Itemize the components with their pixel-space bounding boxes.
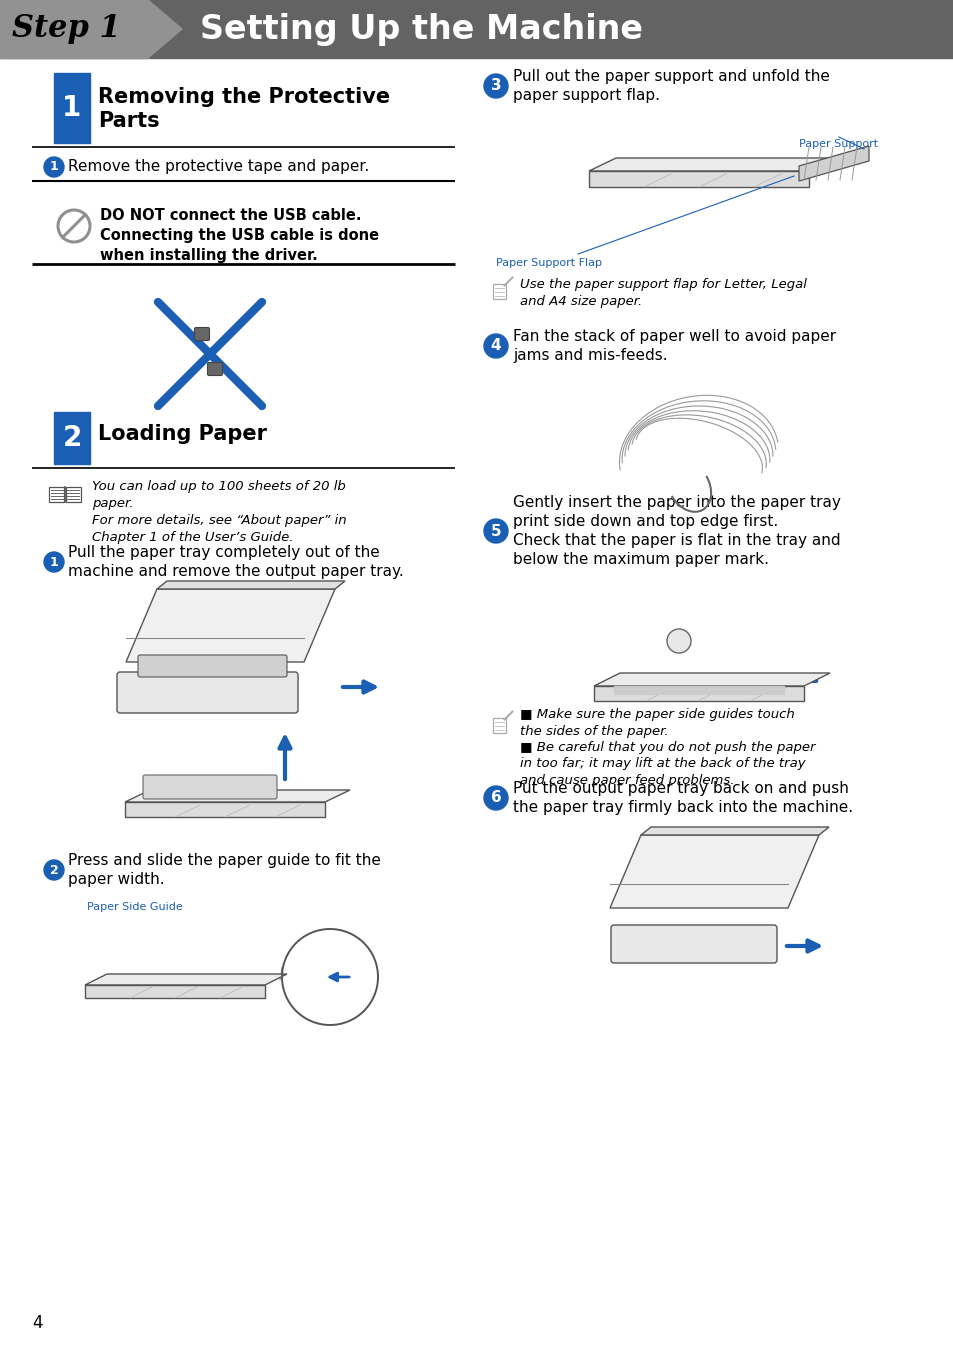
Bar xyxy=(49,486,64,501)
Text: You can load up to 100 sheets of 20 lb
paper.
For more details, see “About paper: You can load up to 100 sheets of 20 lb p… xyxy=(91,480,346,544)
Circle shape xyxy=(44,157,64,177)
FancyBboxPatch shape xyxy=(208,362,222,376)
Polygon shape xyxy=(125,790,350,802)
Polygon shape xyxy=(157,581,345,589)
FancyBboxPatch shape xyxy=(138,655,287,677)
FancyBboxPatch shape xyxy=(117,671,297,713)
Text: Put the output paper tray back on and push
the paper tray firmly back into the m: Put the output paper tray back on and pu… xyxy=(513,781,852,815)
Text: Setting Up the Machine: Setting Up the Machine xyxy=(200,12,642,46)
Bar xyxy=(54,412,90,463)
Text: 3: 3 xyxy=(490,78,500,93)
Text: Press and slide the paper guide to fit the
paper width.: Press and slide the paper guide to fit t… xyxy=(68,852,380,888)
Text: Gently insert the paper into the paper tray
print side down and top edge first.
: Gently insert the paper into the paper t… xyxy=(513,494,840,567)
Polygon shape xyxy=(588,158,835,172)
Polygon shape xyxy=(588,172,808,186)
Text: Pull the paper tray completely out of the
machine and remove the output paper tr: Pull the paper tray completely out of th… xyxy=(68,544,403,580)
Polygon shape xyxy=(799,146,868,181)
Polygon shape xyxy=(85,974,287,985)
Text: Pull out the paper support and unfold the
paper support flap.: Pull out the paper support and unfold th… xyxy=(513,69,829,103)
Text: Paper Support Flap: Paper Support Flap xyxy=(496,258,601,267)
Bar xyxy=(614,690,783,692)
Bar xyxy=(614,692,783,694)
Text: Use the paper support flap for Letter, Legal
and A4 size paper.: Use the paper support flap for Letter, L… xyxy=(519,278,806,308)
Text: 6: 6 xyxy=(490,790,501,805)
Text: 5: 5 xyxy=(490,523,500,539)
Bar xyxy=(493,284,506,299)
Bar xyxy=(54,73,90,143)
Text: 1: 1 xyxy=(50,161,58,173)
Polygon shape xyxy=(594,686,803,701)
FancyBboxPatch shape xyxy=(194,327,210,340)
Polygon shape xyxy=(125,802,325,817)
Text: DO NOT connect the USB cable.
Connecting the USB cable is done
when installing t: DO NOT connect the USB cable. Connecting… xyxy=(100,208,378,262)
Circle shape xyxy=(44,861,64,880)
Circle shape xyxy=(483,74,507,99)
Polygon shape xyxy=(126,589,335,662)
Text: Step 1: Step 1 xyxy=(12,14,121,45)
Circle shape xyxy=(44,553,64,571)
Polygon shape xyxy=(640,827,828,835)
Bar xyxy=(614,686,783,688)
Bar xyxy=(614,688,783,690)
Polygon shape xyxy=(609,835,818,908)
Text: Removing the Protective
Parts: Removing the Protective Parts xyxy=(98,86,390,131)
Text: Remove the protective tape and paper.: Remove the protective tape and paper. xyxy=(68,159,369,174)
Circle shape xyxy=(483,334,507,358)
Text: 2: 2 xyxy=(62,424,82,453)
Bar xyxy=(0,0,148,58)
Text: 1: 1 xyxy=(50,555,58,569)
Text: 4: 4 xyxy=(32,1315,43,1332)
Circle shape xyxy=(483,519,507,543)
Text: 2: 2 xyxy=(50,863,58,877)
Text: 4: 4 xyxy=(490,339,500,354)
FancyBboxPatch shape xyxy=(610,925,776,963)
Bar xyxy=(0,0,953,58)
Text: Paper Side Guide: Paper Side Guide xyxy=(87,902,183,912)
Bar xyxy=(493,719,506,732)
Text: ■ Make sure the paper side guides touch
the sides of the paper.
■ Be careful tha: ■ Make sure the paper side guides touch … xyxy=(519,708,815,788)
Polygon shape xyxy=(148,0,182,58)
Circle shape xyxy=(666,630,690,653)
Text: 1: 1 xyxy=(62,95,82,122)
Text: Paper Support: Paper Support xyxy=(799,139,877,149)
Bar xyxy=(66,486,81,501)
Text: Fan the stack of paper well to avoid paper
jams and mis-feeds.: Fan the stack of paper well to avoid pap… xyxy=(513,328,835,363)
FancyBboxPatch shape xyxy=(143,775,276,798)
Polygon shape xyxy=(85,985,265,998)
Polygon shape xyxy=(594,673,829,686)
Circle shape xyxy=(483,786,507,811)
Text: Loading Paper: Loading Paper xyxy=(98,424,267,444)
